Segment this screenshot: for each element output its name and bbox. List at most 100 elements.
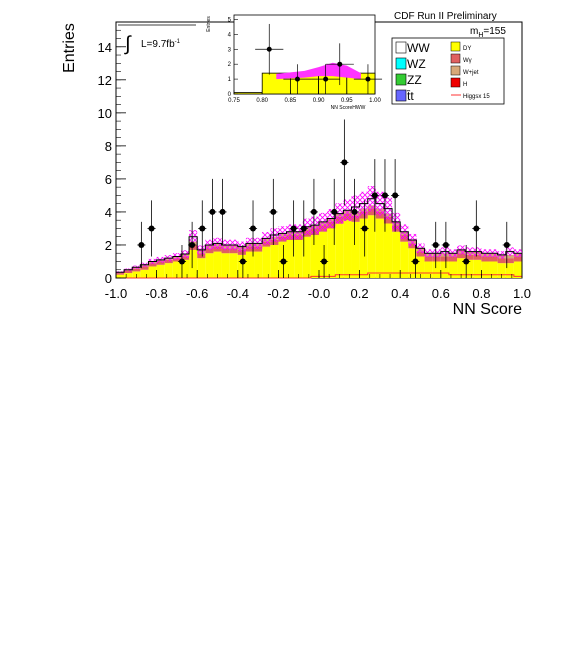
signal-line	[116, 272, 522, 279]
bar-dy-28	[343, 220, 352, 278]
data-point-15	[331, 208, 338, 215]
bar-dy-14	[229, 253, 238, 278]
data-point-23	[432, 241, 439, 248]
bar-dy-39	[432, 261, 441, 278]
bar-w--40	[440, 256, 449, 262]
y-tick-label-6: 12	[98, 73, 112, 88]
legend-swatch-r-3	[450, 77, 461, 88]
bar-dy-41	[448, 261, 458, 278]
bar-dy-47	[497, 263, 506, 278]
bar-dy-45	[481, 261, 490, 278]
x-tick-label-5: -0.0	[308, 286, 330, 301]
bar-dy-23	[302, 236, 311, 278]
bar-dy-38	[424, 261, 433, 278]
bar-w--45	[481, 256, 490, 262]
bar-dy-27	[335, 223, 344, 278]
bar-dy-26	[327, 228, 336, 278]
bar-dy-16	[245, 251, 255, 278]
mass-label: mH=155	[470, 26, 506, 39]
bar-dy-42	[457, 258, 466, 278]
bar-dy-11	[205, 253, 214, 278]
inset-y-tick-label-3: 3	[228, 47, 232, 53]
inset-data-point-3	[337, 61, 343, 67]
data-point-13	[310, 208, 317, 215]
inset-x-tick-label-5: 1.00	[369, 98, 381, 104]
inset-data-point-1	[294, 76, 300, 82]
bar-dy-24	[310, 235, 319, 278]
bar-dy-4	[148, 266, 157, 278]
bar-dy-35	[400, 241, 409, 278]
bar-dy-7	[172, 261, 181, 278]
bar-w--8	[180, 256, 190, 260]
y-tick-label-5: 10	[98, 106, 112, 121]
bar-w--33	[383, 216, 393, 224]
integral-symbol: ∫	[124, 33, 132, 55]
bar-w--6	[164, 259, 173, 264]
bar-dy-17	[254, 251, 263, 278]
legend-label-r-4: Higgsx 15	[463, 94, 490, 100]
legend-swatch-1	[395, 57, 407, 70]
data-points	[137, 119, 511, 278]
inset-y-tick-label-4: 4	[228, 32, 232, 38]
bar-w--10	[197, 253, 206, 259]
legend-label-0: WW	[407, 41, 430, 55]
inset-x-tick-label-4: 0.95	[341, 98, 353, 104]
bar-dy-15	[237, 254, 246, 278]
bar-dy-6	[164, 263, 173, 278]
bar-dy-48	[505, 263, 514, 278]
y-tick-label-4: 8	[105, 139, 112, 154]
legend-swatch-r-2	[450, 65, 461, 76]
data-point-19	[371, 192, 378, 199]
legend: WW WZ ZZ t̄t DY Wγ W+jet H Higgsx 15	[391, 37, 505, 105]
bar-dy-33	[383, 223, 393, 278]
data-point-3	[189, 241, 196, 248]
data-point-8	[250, 225, 257, 232]
svg-text:L=9.7fb-1: L=9.7fb-1	[141, 39, 181, 50]
legend-swatch-2	[395, 73, 407, 86]
x-tick-label-8: 0.6	[432, 286, 450, 301]
bar-dy-49	[513, 261, 522, 278]
legend-label-2: ZZ	[407, 73, 422, 87]
bar-w--42	[457, 253, 466, 259]
bar-w--12	[213, 246, 222, 252]
bar-w--4	[148, 263, 157, 267]
bar-w--31	[367, 208, 376, 216]
inset-x-tick-label-2: 0.85	[285, 98, 297, 104]
data-point-1	[148, 225, 155, 232]
inset-y-label: Entries	[206, 16, 212, 32]
inset-y-tick-label-0: 0	[228, 92, 232, 98]
legend-label-r-1: Wγ	[463, 58, 472, 64]
inset-data-point-2	[323, 76, 329, 82]
data-point-0	[138, 241, 145, 248]
inset-x-label: NN ScoreHWW	[331, 105, 366, 111]
bar-w--16	[245, 246, 255, 252]
data-point-27	[503, 241, 510, 248]
bar-dy-0	[116, 274, 125, 278]
bar-dy-31	[367, 215, 376, 278]
data-point-7	[239, 258, 246, 265]
bar-dy-1	[124, 273, 133, 278]
x-tick-label-1: -0.8	[145, 286, 167, 301]
data-point-18	[361, 225, 368, 232]
inset-x-tick-label-3: 0.90	[313, 98, 325, 104]
bar-dy-22	[294, 240, 303, 278]
bar-dy-10	[197, 258, 206, 278]
x-tick-label-7: 0.4	[391, 286, 409, 301]
bar-w--19	[270, 240, 279, 245]
legend-swatch-r-1	[450, 53, 461, 64]
legend-swatch-r-0	[450, 41, 461, 52]
bar-w--15	[237, 249, 246, 255]
data-point-2	[178, 258, 185, 265]
x-axis-ticks: -1.0 -0.8 -0.6 -0.4 -0.2 -0.0 0.2 0.4 0.6 0.8 1.0	[105, 270, 531, 301]
inset-x-tick-label-0: 0.75	[228, 98, 240, 104]
inset-plot: Entries NN ScoreHWW 0.75 0.80 0.85 0.90 0.95…	[206, 14, 383, 111]
x-tick-label-3: -0.4	[227, 286, 249, 301]
bar-dy-44	[473, 259, 482, 278]
legend-label-r-0: DY	[463, 46, 471, 52]
inset-y-tick-label-5: 5	[228, 17, 232, 23]
data-point-25	[463, 258, 470, 265]
data-point-22	[412, 258, 419, 265]
y-tick-label-3: 6	[105, 172, 112, 187]
bar-dy-18	[262, 246, 271, 278]
inset-x-tick-label-1: 0.80	[256, 98, 268, 104]
